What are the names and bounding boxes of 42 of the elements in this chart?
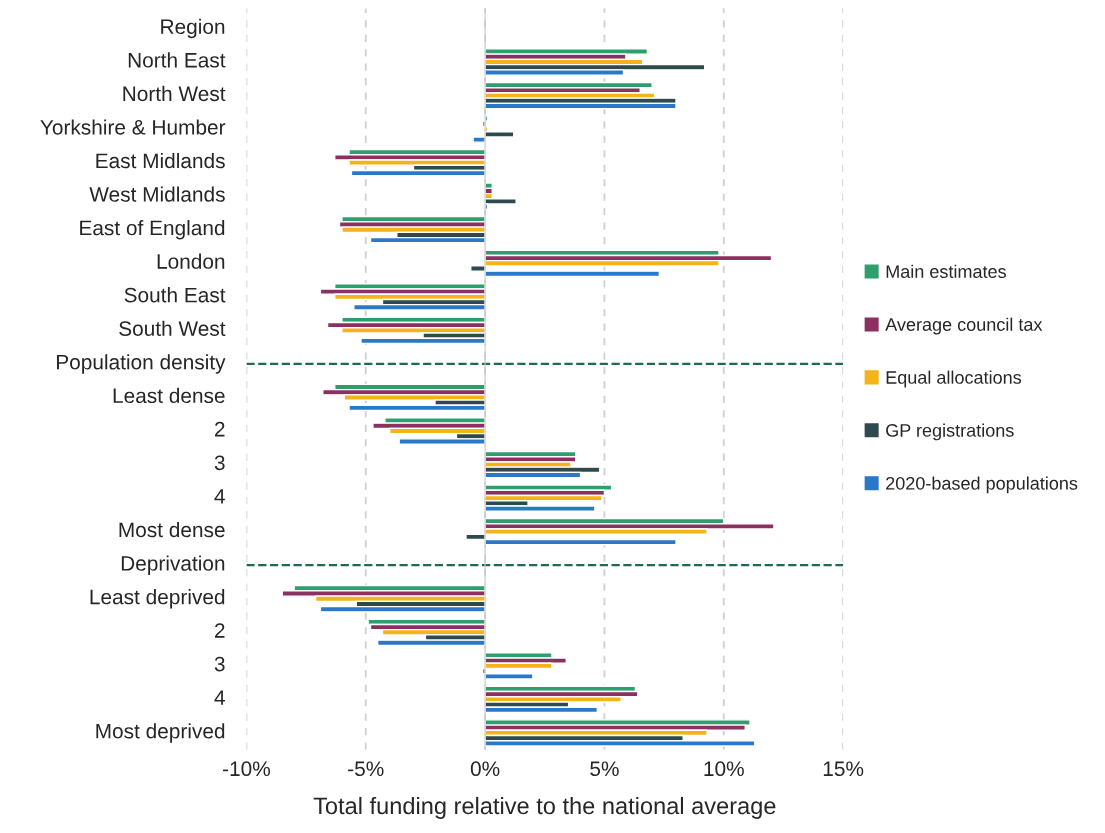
- x-tick-label: -5%: [348, 761, 384, 777]
- y-tick-label: South East: [124, 287, 226, 303]
- bar: [484, 538, 677, 546]
- y-tick-label: West Midlands: [89, 186, 225, 202]
- x-tick-label: 10%: [704, 761, 744, 777]
- y-tick-label: Population density: [56, 354, 226, 374]
- y-tick-label: Least deprived: [90, 589, 225, 609]
- bar: [470, 265, 486, 272]
- y-tick-label: East of England: [80, 220, 225, 240]
- y-tick-label: Region: [161, 18, 225, 39]
- y-tick-label: Yorkshire & Humber: [40, 119, 226, 135]
- y-tick-label: 2: [214, 623, 225, 638]
- y-tick-label: Deprivation: [121, 555, 225, 575]
- x-tick-label: 0%: [470, 761, 500, 777]
- legend-label: Equal allocations: [886, 370, 1022, 388]
- legend-label: Main estimates: [886, 264, 1006, 278]
- y-tick-label: North West: [123, 85, 226, 102]
- y-tick-label: London: [157, 253, 225, 269]
- y-tick-label: East Midlands: [96, 152, 225, 169]
- y-tick-label: 4: [214, 489, 225, 504]
- y-tick-label: 3: [214, 455, 225, 471]
- bar: [472, 136, 486, 143]
- x-tick-label: -10%: [223, 761, 270, 777]
- x-tick-label: 15%: [823, 761, 864, 777]
- y-tick-label: 4: [214, 690, 225, 705]
- bar: [319, 605, 486, 613]
- legend-label: GP registrations: [886, 423, 1014, 441]
- legend-label: 2020-based populations: [886, 476, 1078, 494]
- bar: [484, 672, 534, 680]
- x-axis-title: Total funding relative to the national average: [313, 796, 776, 819]
- y-tick-label: Least dense: [113, 387, 225, 404]
- y-tick-label: Most dense: [119, 521, 225, 538]
- x-tick-label: 5%: [590, 761, 619, 777]
- y-tick-label: North East: [128, 52, 226, 68]
- y-tick-label: 2: [214, 421, 225, 437]
- legend-label: Average council tax: [885, 317, 1043, 335]
- bar: [369, 236, 486, 244]
- bar: [353, 303, 486, 311]
- y-tick-label: 3: [214, 656, 225, 672]
- y-tick-label: Most deprived: [96, 723, 225, 743]
- y-tick-label: South West: [119, 320, 226, 336]
- bar: [484, 270, 661, 278]
